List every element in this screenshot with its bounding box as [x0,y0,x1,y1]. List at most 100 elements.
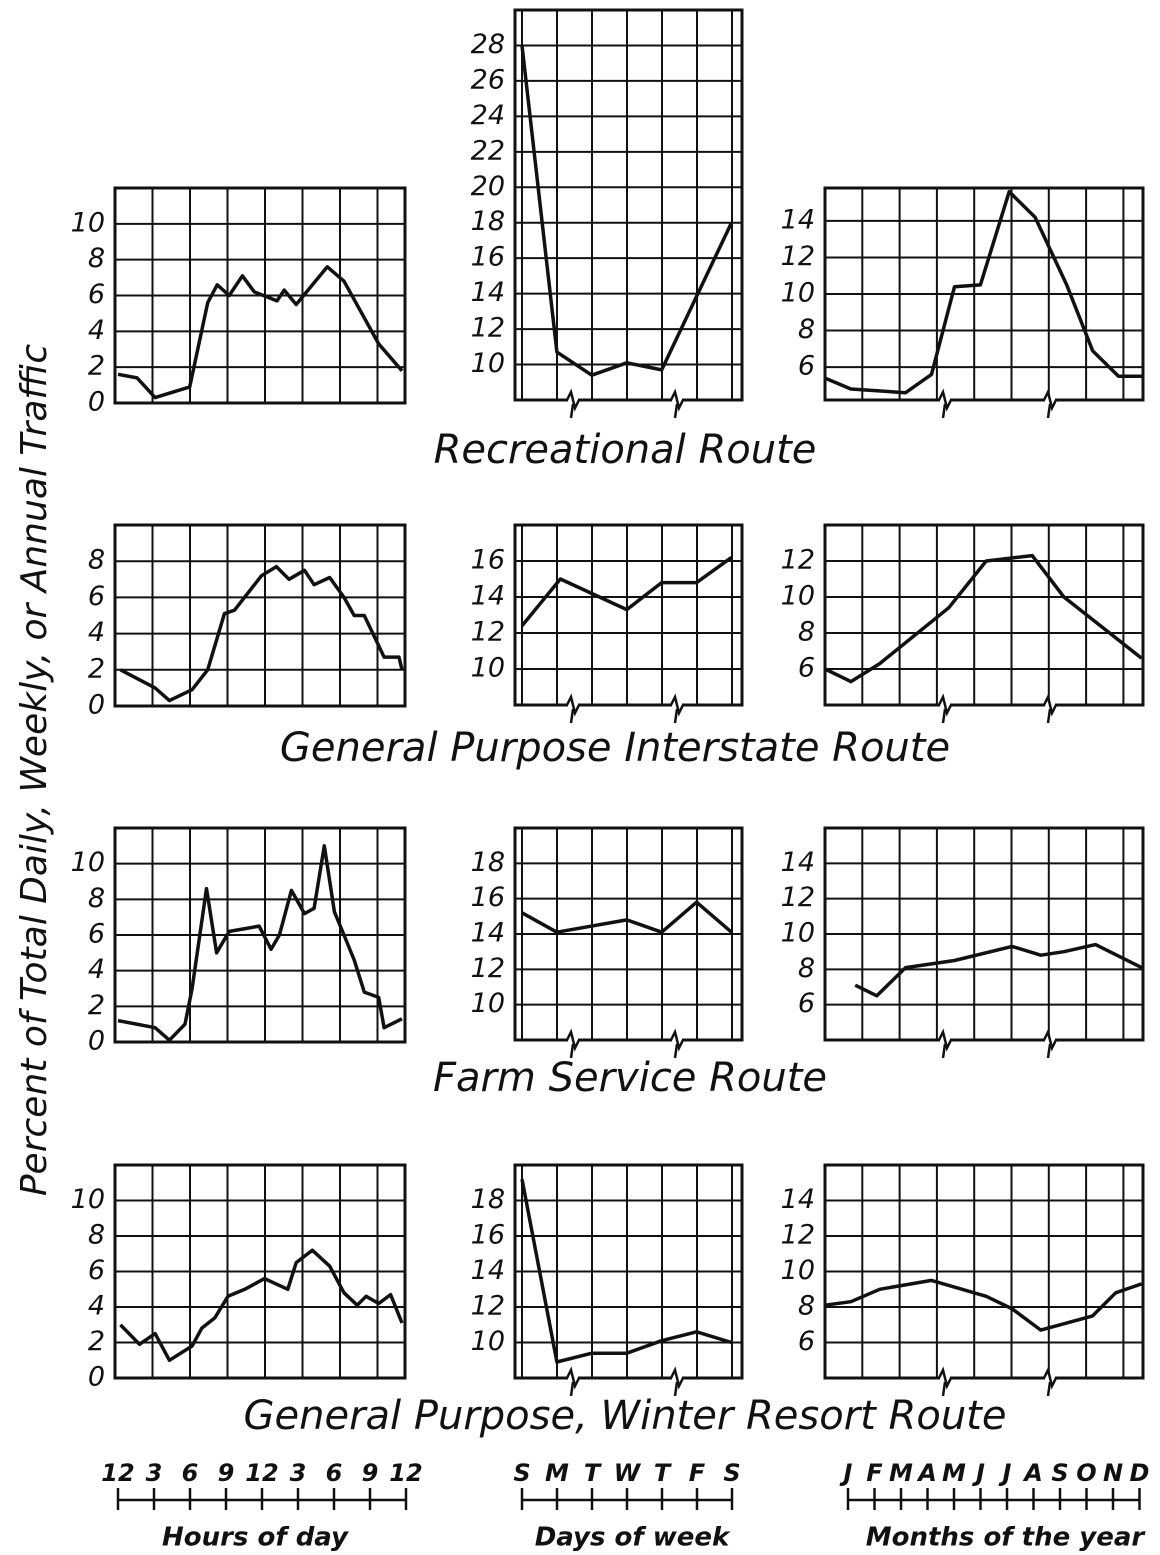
y-tick-label: 24 [471,100,505,131]
y-tick-label: 8 [798,314,815,345]
y-tick-label: 2 [88,653,105,684]
plot-frame [823,186,1145,402]
y-tick-label: 16 [471,242,505,273]
axis-break [937,1028,953,1052]
y-tick-label: 14 [781,1184,815,1215]
data-line [117,844,403,1042]
scale-label: J [999,1459,1012,1487]
axis-break-tail [673,1381,679,1397]
axis-break-tail [1046,1043,1052,1059]
axis-break-tail [1046,708,1052,724]
scale-label: F [866,1459,883,1487]
y-tick-label: 10 [71,847,105,878]
axis-break-tail [673,1043,679,1059]
y-tick-label: 10 [781,581,815,612]
scale-title: Days of week [535,1523,731,1553]
scale-label: N [1103,1459,1123,1487]
y-tick-label: 12 [471,953,505,984]
y-tick-label: 8 [88,545,105,576]
scale-label: M [942,1459,966,1487]
axis-break [565,388,581,412]
y-tick-label: 6 [88,919,105,950]
row-title: General Purpose, Winter Resort Route [244,1393,1007,1439]
axis-break [565,1028,581,1052]
y-tick-label: 12 [471,1291,505,1322]
y-tick-label: 12 [781,545,815,576]
scale-label: F [689,1459,706,1487]
axis-break [669,1366,685,1390]
axis-break-tail [941,708,947,724]
y-tick-label: 10 [471,1326,505,1357]
scale-label: 6 [326,1459,343,1487]
y-tick-label: 18 [471,1184,505,1215]
y-axis-label: Percent of Total Daily, Weekly, or Annua… [14,344,55,1197]
y-tick-label: 14 [471,277,505,308]
data-line [119,1248,404,1363]
scale-label: J [972,1459,985,1487]
data-line [520,1178,733,1364]
scale-label: 12 [245,1459,278,1487]
y-tick-label: 20 [471,171,505,202]
scale-label: 12 [389,1459,422,1487]
y-tick-label: 28 [471,29,505,60]
data-line [824,553,1143,684]
axis-break-tail [569,1381,575,1397]
scale-label: M [545,1459,569,1487]
axis-break-tail [941,1043,947,1059]
y-tick-label: 16 [471,545,505,576]
axis-break [669,1028,685,1052]
y-tick-label: 4 [88,315,105,346]
scale-label: D [1130,1459,1150,1487]
axis-break [937,388,953,412]
y-tick-label: 6 [798,351,815,382]
axis-break [669,693,685,717]
scale-label: 12 [101,1459,134,1487]
axis-break-tail [1046,403,1052,419]
y-tick-label: 16 [471,1220,505,1251]
data-line [119,564,404,703]
y-tick-label: 8 [88,243,105,274]
plot-frame [823,826,1145,1042]
y-tick-label: 8 [88,1220,105,1251]
row-title: Recreational Route [434,427,817,473]
scale-label: J [840,1459,853,1487]
scale-label: W [614,1459,642,1487]
y-tick-label: 12 [781,241,815,272]
y-tick-label: 10 [471,653,505,684]
scale-label: 9 [362,1459,379,1487]
y-tick-label: 0 [88,690,105,721]
y-tick-label: 4 [88,954,105,985]
axis-break [565,1366,581,1390]
row-title: Farm Service Route [433,1055,827,1101]
axis-break-tail [569,708,575,724]
axis-break [937,1366,953,1390]
y-tick-label: 10 [71,1184,105,1215]
y-tick-label: 10 [781,918,815,949]
y-tick-label: 12 [471,617,505,648]
y-tick-label: 26 [471,64,505,95]
y-tick-label: 2 [88,990,105,1021]
y-tick-label: 8 [88,883,105,914]
data-line [117,265,404,400]
scale-label: A [1022,1459,1043,1487]
plot-frame [113,826,407,1044]
y-tick-label: 2 [88,351,105,382]
y-tick-label: 16 [471,882,505,913]
y-tick-label: 0 [88,1026,105,1057]
axis-break-tail [941,1381,947,1397]
axis-break [669,388,685,412]
scale-label: S [1051,1459,1068,1487]
axis-break-tail [673,708,679,724]
plot-frame [823,1163,1145,1380]
data-line [520,555,733,627]
scale-label: A [916,1459,937,1487]
y-tick-label: 12 [471,313,505,344]
y-tick-label: 8 [798,617,815,648]
scale-label: O [1076,1459,1096,1487]
axis-break [565,693,581,717]
y-tick-label: 10 [781,1255,815,1286]
y-tick-label: 10 [471,988,505,1019]
y-tick-label: 6 [798,653,815,684]
y-tick-label: 10 [71,207,105,238]
